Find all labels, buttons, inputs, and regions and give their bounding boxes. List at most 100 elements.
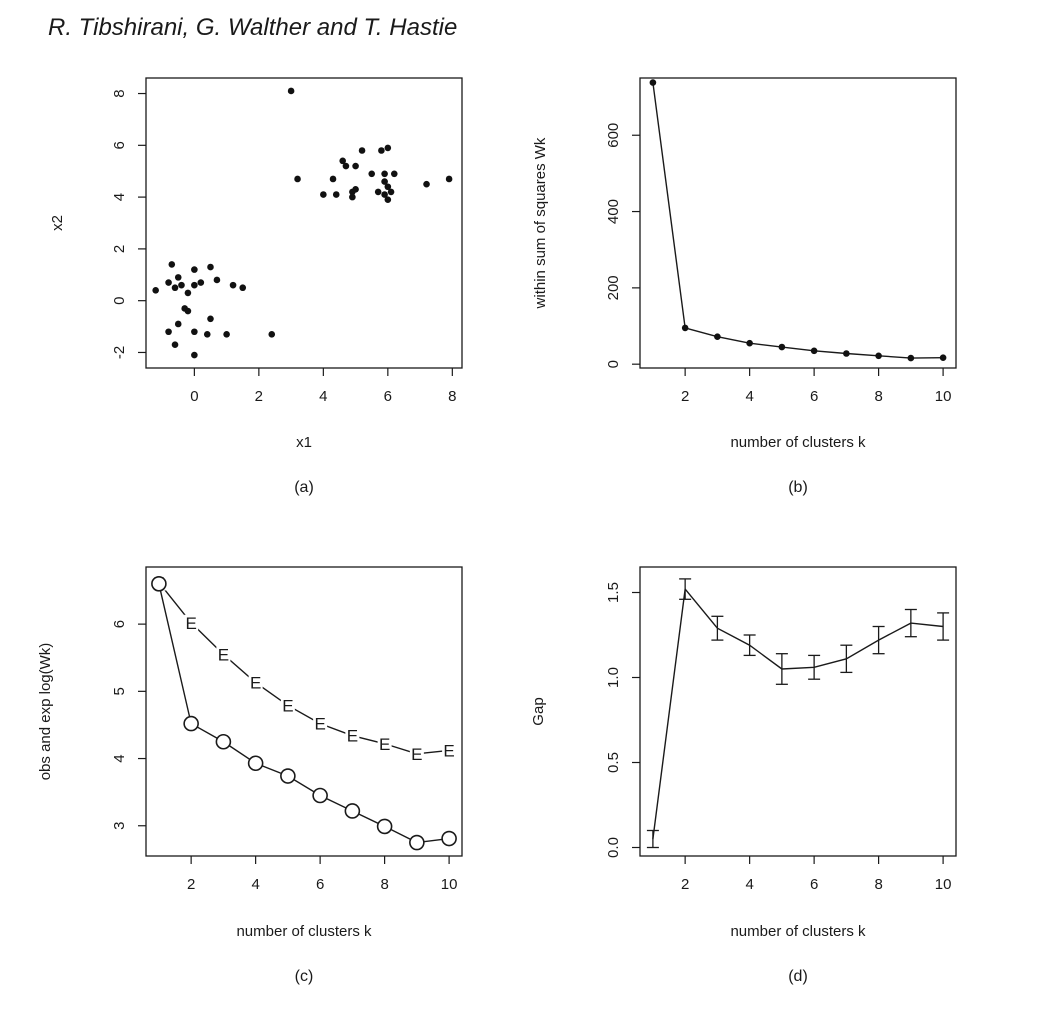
scatter-point: [423, 180, 430, 188]
x-tick-label: 0: [190, 388, 198, 405]
data-point: [843, 350, 850, 357]
y-tick-label: 0: [605, 360, 622, 368]
y-tick-label: 4: [111, 193, 128, 201]
panel-caption: (a): [294, 479, 314, 496]
panel-a: 0 2 4 6 8 -2 0 2 4 6 8 x1 x2 (a): [49, 77, 463, 496]
x-tick-label: 6: [316, 876, 324, 893]
y-tick-label: -2: [111, 346, 128, 359]
x-tick-label: 8: [448, 388, 456, 405]
scatter-point: [384, 183, 392, 191]
x-tick-label: 4: [745, 876, 753, 893]
expected-marker: E: [218, 645, 229, 664]
observed-marker: [215, 733, 232, 750]
y-axis-label: within sum of squares Wk: [532, 137, 549, 309]
plot-frame: [639, 77, 957, 369]
x-tick-label: 4: [251, 876, 259, 893]
panel-b: 2 4 6 8 10 0 200 400 600 number of clusters k with…: [532, 77, 957, 496]
data-point: [939, 354, 947, 361]
x-tick-label: 8: [874, 388, 882, 405]
page-header: R. Tibshirani, G. Walther and T. Hastie: [48, 14, 458, 41]
x-axis-label: number of clusters k: [730, 923, 866, 940]
observed-marker: [409, 834, 425, 851]
panel-caption: (c): [295, 968, 314, 985]
observed-series-line: [158, 583, 450, 844]
data-point: [746, 339, 753, 347]
y-tick-label: 2: [111, 245, 128, 253]
data-point: [681, 324, 689, 332]
scatter-point: [191, 281, 198, 289]
scatter-point: [320, 191, 327, 198]
scatter-point: [213, 276, 221, 284]
scatter-point: [171, 341, 179, 348]
scatter-point: [203, 331, 211, 338]
y-tick-label: 6: [111, 141, 128, 149]
x-tick-label: 6: [384, 388, 392, 405]
x-tick-label: 2: [255, 388, 263, 405]
x-tick-label: 10: [441, 876, 458, 893]
observed-marker: [183, 715, 199, 732]
expected-marker: E: [411, 745, 422, 764]
plot-frame: [145, 77, 463, 369]
scatter-point: [239, 284, 247, 292]
data-point: [714, 333, 721, 341]
x-tick-label: 2: [681, 388, 689, 405]
y-tick-label: 600: [605, 123, 622, 148]
data-point: [907, 354, 915, 362]
scatter-point: [184, 289, 192, 297]
x-tick-label: 8: [380, 876, 388, 893]
y-tick-label: 3: [111, 822, 128, 830]
scatter-point: [171, 284, 179, 292]
scatter-point: [207, 263, 214, 271]
scatter-point: [184, 307, 192, 315]
expected-series-line: [158, 582, 450, 755]
scatter-point: [268, 331, 276, 338]
plot-frame: [145, 566, 463, 857]
scatter-point: [384, 144, 392, 152]
x-axis-label: number of clusters k: [730, 434, 866, 451]
x-tick-label: 2: [187, 876, 195, 893]
expected-marker: E: [314, 715, 325, 734]
scatter-point: [229, 281, 237, 289]
y-tick-label: 400: [605, 199, 622, 224]
scatter-point: [368, 170, 376, 178]
y-tick-label: 0.5: [605, 752, 622, 773]
scatter-point: [207, 315, 214, 323]
scatter-point: [358, 147, 366, 154]
expected-marker: E: [282, 696, 293, 715]
scatter-point: [168, 261, 176, 268]
scatter-point: [165, 279, 172, 286]
data-point: [875, 352, 882, 360]
observed-marker: [280, 768, 296, 784]
y-tick-label: 1.5: [605, 582, 622, 603]
x-tick-label: 10: [935, 388, 952, 405]
data-point: [778, 343, 786, 351]
scatter-point: [191, 266, 198, 273]
scatter-point: [287, 87, 295, 95]
scatter-point: [191, 351, 198, 359]
expected-marker: E: [347, 727, 358, 746]
x-tick-label: 2: [681, 876, 689, 893]
observed-marker: [247, 755, 264, 772]
scatter-point: [352, 162, 359, 170]
expected-marker: E: [250, 674, 261, 693]
scatter-point: [191, 328, 198, 336]
x-tick-label: 4: [745, 388, 753, 405]
scatter-point: [342, 162, 350, 170]
marker-backdrop: [442, 742, 457, 759]
scatter-point: [174, 320, 182, 328]
series-line: [652, 82, 944, 359]
panel-d: 2 4 6 8 10 0.0 0.5 1.0 1.5 number of clusters k Ga…: [530, 566, 957, 985]
marker-backdrop: [409, 745, 424, 762]
scatter-point: [387, 188, 395, 196]
scatter-point: [374, 188, 382, 196]
data-point: [810, 347, 818, 355]
scatter-point: [339, 157, 346, 165]
x-tick-label: 4: [319, 388, 327, 405]
scatter-point: [390, 170, 398, 178]
plot-frame: [639, 566, 957, 857]
y-tick-label: 0: [111, 297, 128, 305]
y-tick-label: 0.0: [605, 837, 622, 858]
scatter-point: [381, 170, 388, 178]
marker-backdrop: [216, 646, 231, 663]
y-axis-label: obs and exp log(Wk): [37, 643, 54, 781]
